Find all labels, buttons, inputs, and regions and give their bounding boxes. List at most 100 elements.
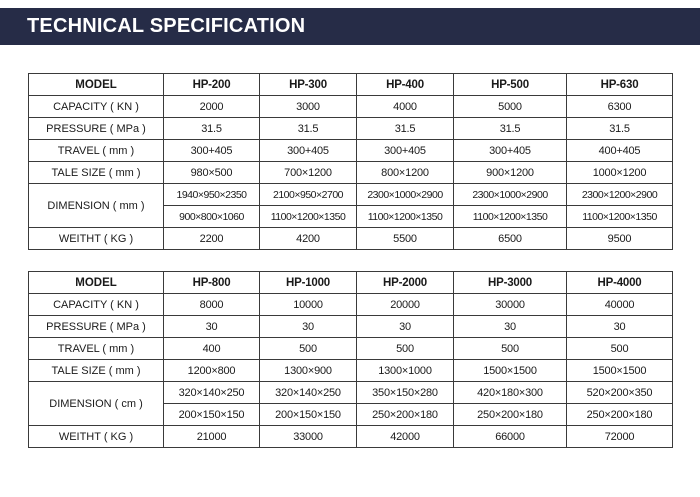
table-cell: 30 bbox=[163, 315, 260, 338]
table-cell: 900×800×1060 bbox=[163, 205, 260, 228]
table-cell: 1300×1000 bbox=[356, 359, 454, 382]
table-cell: 420×180×300 bbox=[453, 381, 567, 404]
table-cell: 30 bbox=[453, 315, 567, 338]
table-cell: 2300×1200×2900 bbox=[566, 183, 673, 206]
table-cell: 500 bbox=[566, 337, 673, 360]
row-label: TRAVEL ( mm ) bbox=[28, 139, 164, 162]
row-label: MODEL bbox=[28, 73, 164, 96]
model-header-cell: HP-200 bbox=[163, 73, 260, 96]
table-cell: 4000 bbox=[356, 95, 454, 118]
table-cell: 30 bbox=[566, 315, 673, 338]
table-cell: 400 bbox=[163, 337, 260, 360]
table-cell: 1100×1200×1350 bbox=[356, 205, 454, 228]
table-cell: 300+405 bbox=[356, 139, 454, 162]
table-cell: 1500×1500 bbox=[453, 359, 567, 382]
table-cell: 6500 bbox=[453, 227, 567, 250]
model-header-cell: HP-4000 bbox=[566, 271, 673, 294]
table-cell: 2300×1000×2900 bbox=[356, 183, 454, 206]
model-header-cell: HP-3000 bbox=[453, 271, 567, 294]
spec-table-2: MODEL HP-800 HP-1000 HP-2000 HP-3000 HP-4000 … bbox=[28, 271, 673, 448]
table-cell: 250×200×180 bbox=[453, 403, 567, 426]
model-header-cell: HP-500 bbox=[453, 73, 567, 96]
row-dimension-a: DIMENSION ( cm ) 320×140×250 320×140×250 35… bbox=[28, 381, 673, 426]
table-cell: 31.5 bbox=[453, 117, 567, 140]
row-dimension-a: DIMENSION ( mm ) 1940×950×2350 2100×950×27… bbox=[28, 183, 673, 228]
model-header-cell: HP-2000 bbox=[356, 271, 454, 294]
row-travel: TRAVEL ( mm ) 400 500 500 500 500 bbox=[28, 337, 673, 360]
row-pressure: PRESSURE ( MPa ) 30 30 30 30 30 bbox=[28, 315, 673, 338]
row-label: PRESSURE ( MPa ) bbox=[28, 315, 164, 338]
table-cell: 10000 bbox=[259, 293, 357, 316]
row-label: WEITHT ( KG ) bbox=[28, 425, 164, 448]
row-label: TALE SIZE ( mm ) bbox=[28, 359, 164, 382]
row-label: DIMENSION ( cm ) bbox=[28, 381, 164, 426]
row-weight: WEITHT ( KG ) 21000 33000 42000 66000 72000 bbox=[28, 425, 673, 448]
spec-table-1: MODEL HP-200 HP-300 HP-400 HP-500 HP-630 CAPA… bbox=[28, 73, 673, 250]
page-title: TECHNICAL SPECIFICATION bbox=[27, 15, 306, 37]
table-cell: 4200 bbox=[259, 227, 357, 250]
table-cell: 31.5 bbox=[259, 117, 357, 140]
table-cell: 5500 bbox=[356, 227, 454, 250]
table-cell: 1200×800 bbox=[163, 359, 260, 382]
table-cell: 700×1200 bbox=[259, 161, 357, 184]
row-model: MODEL HP-200 HP-300 HP-400 HP-500 HP-630 bbox=[28, 73, 673, 96]
table-cell: 300+405 bbox=[453, 139, 567, 162]
model-header-cell: HP-400 bbox=[356, 73, 454, 96]
table-cell: 980×500 bbox=[163, 161, 260, 184]
page-header: TECHNICAL SPECIFICATION bbox=[0, 8, 700, 45]
table-cell: 800×1200 bbox=[356, 161, 454, 184]
model-header-cell: HP-630 bbox=[566, 73, 673, 96]
row-model: MODEL HP-800 HP-1000 HP-2000 HP-3000 HP-4000 bbox=[28, 271, 673, 294]
table-cell: 500 bbox=[453, 337, 567, 360]
table-cell: 3000 bbox=[259, 95, 357, 118]
model-header-cell: HP-800 bbox=[163, 271, 260, 294]
row-tale-size: TALE SIZE ( mm ) 1200×800 1300×900 1300×100… bbox=[28, 359, 673, 382]
row-label: CAPACITY ( KN ) bbox=[28, 293, 164, 316]
row-dimension-b: 900×800×1060 1100×1200×1350 1100×1200×1350… bbox=[29, 205, 673, 228]
table-cell: 350×150×280 bbox=[356, 381, 454, 404]
table-cell: 31.5 bbox=[163, 117, 260, 140]
table-cell: 900×1200 bbox=[453, 161, 567, 184]
table-cell: 30000 bbox=[453, 293, 567, 316]
table-cell: 500 bbox=[356, 337, 454, 360]
table-cell: 300+405 bbox=[163, 139, 260, 162]
table-cell: 1940×950×2350 bbox=[163, 183, 260, 206]
table-cell: 500 bbox=[259, 337, 357, 360]
table-cell: 200×150×150 bbox=[259, 403, 357, 426]
table-cell: 8000 bbox=[163, 293, 260, 316]
row-capacity: CAPACITY ( KN ) 2000 3000 4000 5000 6300 bbox=[28, 95, 673, 118]
row-label: DIMENSION ( mm ) bbox=[28, 183, 164, 228]
table-cell: 31.5 bbox=[356, 117, 454, 140]
row-label: TRAVEL ( mm ) bbox=[28, 337, 164, 360]
table-cell: 200×150×150 bbox=[163, 403, 260, 426]
row-tale-size: TALE SIZE ( mm ) 980×500 700×1200 800×1200 9… bbox=[28, 161, 673, 184]
table-cell: 33000 bbox=[259, 425, 357, 448]
table-cell: 300+405 bbox=[259, 139, 357, 162]
row-travel: TRAVEL ( mm ) 300+405 300+405 300+405 300+40… bbox=[28, 139, 673, 162]
model-header-cell: HP-1000 bbox=[259, 271, 357, 294]
table-cell: 40000 bbox=[566, 293, 673, 316]
row-capacity: CAPACITY ( KN ) 8000 10000 20000 30000 40000 bbox=[28, 293, 673, 316]
table-cell: 250×200×180 bbox=[356, 403, 454, 426]
table-cell: 250×200×180 bbox=[566, 403, 673, 426]
table-cell: 1300×900 bbox=[259, 359, 357, 382]
table-cell: 400+405 bbox=[566, 139, 673, 162]
table-cell: 1500×1500 bbox=[566, 359, 673, 382]
row-pressure: PRESSURE ( MPa ) 31.5 31.5 31.5 31.5 31.5 bbox=[28, 117, 673, 140]
row-label: PRESSURE ( MPa ) bbox=[28, 117, 164, 140]
row-weight: WEITHT ( KG ) 2200 4200 5500 6500 9500 bbox=[28, 227, 673, 250]
model-header-cell: HP-300 bbox=[259, 73, 357, 96]
table-cell: 9500 bbox=[566, 227, 673, 250]
table-cell: 30 bbox=[356, 315, 454, 338]
table-cell: 21000 bbox=[163, 425, 260, 448]
table-cell: 2300×1000×2900 bbox=[453, 183, 567, 206]
table-cell: 30 bbox=[259, 315, 357, 338]
table-cell: 6300 bbox=[566, 95, 673, 118]
table-cell: 2200 bbox=[163, 227, 260, 250]
table-cell: 5000 bbox=[453, 95, 567, 118]
table-cell: 1100×1200×1350 bbox=[453, 205, 567, 228]
table-cell: 1100×1200×1350 bbox=[259, 205, 357, 228]
table-cell: 42000 bbox=[356, 425, 454, 448]
table-cell: 2100×950×2700 bbox=[259, 183, 357, 206]
table-cell: 320×140×250 bbox=[259, 381, 357, 404]
